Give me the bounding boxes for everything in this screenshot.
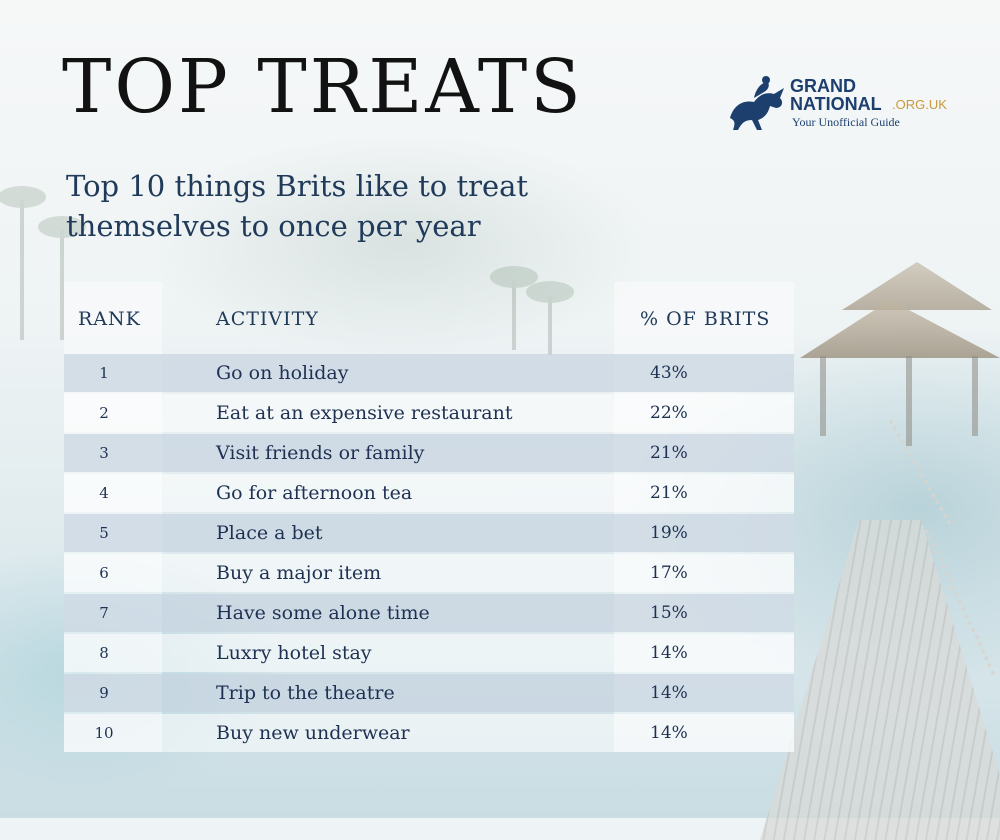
rank-cell: 4 bbox=[99, 484, 109, 502]
activity-cell: Go for afternoon tea bbox=[216, 482, 413, 504]
rank-cell: 8 bbox=[99, 644, 109, 662]
pct-cell: 17% bbox=[650, 563, 688, 583]
logo-text-domain: .ORG.UK bbox=[892, 97, 947, 112]
hut-post bbox=[972, 356, 978, 436]
table-row: 7 Have some alone time 15% bbox=[64, 594, 794, 632]
palm-tree bbox=[38, 216, 86, 340]
header-pct-of-brits: % OF BRITS bbox=[640, 308, 771, 330]
subtitle-line-1: Top 10 things Brits like to treat bbox=[66, 169, 529, 203]
activity-cell: Trip to the theatre bbox=[216, 682, 395, 704]
wooden-pier bbox=[760, 520, 1000, 840]
palm-tree bbox=[526, 281, 574, 355]
treats-table: RANK ACTIVITY % OF BRITS 1 Go on holiday… bbox=[64, 282, 794, 752]
table-row: 6 Buy a major item 17% bbox=[64, 554, 794, 592]
page-subtitle: Top 10 things Brits like to treat themse… bbox=[66, 166, 586, 246]
table-row: 9 Trip to the theatre 14% bbox=[64, 674, 794, 712]
activity-cell: Buy a major item bbox=[216, 562, 382, 584]
grand-national-logo[interactable]: GRAND NATIONAL .ORG.UK Your Unofficial G… bbox=[724, 74, 964, 138]
table-row: 1 Go on holiday 43% bbox=[64, 354, 794, 392]
tropical-pier-scenery bbox=[0, 186, 1000, 840]
table-row: 4 Go for afternoon tea 21% bbox=[64, 474, 794, 512]
pct-cell: 19% bbox=[650, 523, 688, 543]
hut-post bbox=[820, 356, 826, 436]
rank-cell: 3 bbox=[99, 444, 109, 462]
pct-cell: 43% bbox=[650, 363, 688, 383]
page-title: TOP TREATS bbox=[62, 44, 584, 130]
rank-cell: 5 bbox=[99, 524, 109, 542]
hut-roof bbox=[842, 262, 992, 310]
rank-cell: 6 bbox=[99, 564, 109, 582]
pct-cell: 14% bbox=[650, 643, 688, 663]
hut-post bbox=[906, 356, 912, 446]
subtitle-line-2: themselves to once per year bbox=[66, 209, 481, 243]
activity-cell: Luxry hotel stay bbox=[216, 642, 372, 664]
activity-cell: Have some alone time bbox=[216, 602, 430, 624]
logo-text-grand: GRAND bbox=[790, 76, 856, 96]
table-row: 10 Buy new underwear 14% bbox=[64, 714, 794, 752]
rank-cell: 9 bbox=[99, 684, 109, 702]
rank-cell: 10 bbox=[94, 724, 114, 742]
header-activity: ACTIVITY bbox=[216, 308, 319, 330]
pct-cell: 22% bbox=[650, 403, 688, 423]
pct-cell: 14% bbox=[650, 683, 688, 703]
table-row: 5 Place a bet 19% bbox=[64, 514, 794, 552]
activity-cell: Buy new underwear bbox=[216, 722, 410, 744]
rank-cell: 7 bbox=[99, 604, 109, 622]
activity-cell: Go on holiday bbox=[216, 362, 349, 384]
activity-cell: Place a bet bbox=[216, 522, 323, 544]
activity-cell: Eat at an expensive restaurant bbox=[216, 402, 513, 424]
activity-cell: Visit friends or family bbox=[216, 442, 425, 464]
pct-cell: 21% bbox=[650, 443, 688, 463]
pct-cell: 15% bbox=[650, 603, 688, 623]
rank-cell: 2 bbox=[99, 404, 109, 422]
pct-cell: 21% bbox=[650, 483, 688, 503]
rank-cell: 1 bbox=[99, 364, 109, 382]
header-rank: RANK bbox=[78, 308, 141, 330]
logo-text-national: NATIONAL bbox=[790, 94, 882, 114]
pier-rope bbox=[888, 419, 952, 525]
palm-tree bbox=[0, 186, 46, 340]
horse-jockey-icon bbox=[730, 76, 784, 130]
palm-tree bbox=[490, 266, 538, 350]
table-row: 8 Luxry hotel stay 14% bbox=[64, 634, 794, 672]
logo-tagline: Your Unofficial Guide bbox=[792, 115, 900, 129]
pct-cell: 14% bbox=[650, 723, 688, 743]
table-row: 3 Visit friends or family 21% bbox=[64, 434, 794, 472]
table-row: 2 Eat at an expensive restaurant 22% bbox=[64, 394, 794, 432]
